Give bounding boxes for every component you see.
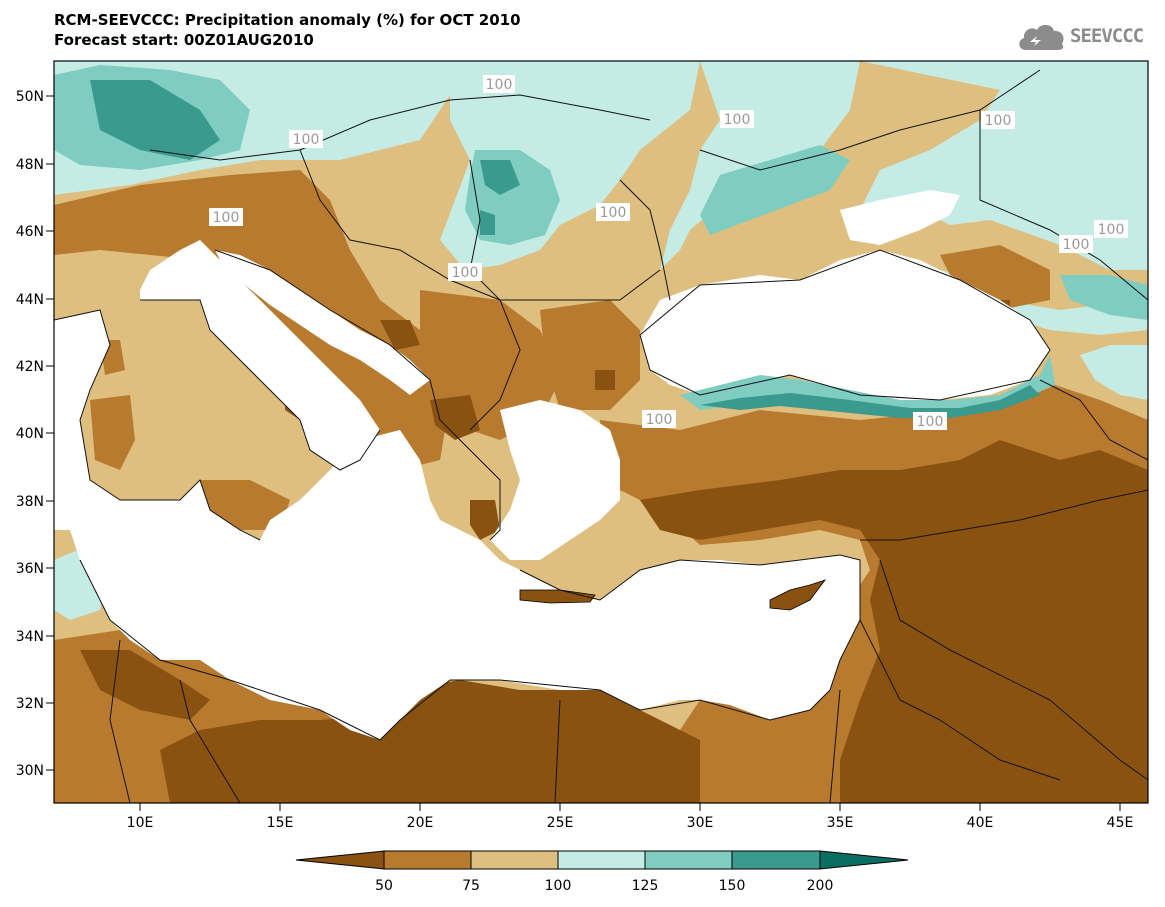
legend-swatch [819, 850, 909, 870]
contour-labels: 100 100 100 100 100 100 100 100 100 100 … [209, 75, 1128, 430]
map-frame [53, 60, 1149, 804]
field-sicily-dry [200, 480, 290, 530]
field-libya-verydry [160, 680, 700, 803]
legend-swatch [295, 850, 385, 870]
lon-axis: 10E 15E 20E 25E 30E 35E 40E 45E [127, 803, 1134, 831]
field-anatolia-verydry [640, 440, 1148, 803]
legend-swatch [557, 850, 646, 870]
lon-tick-label: 45E [1107, 815, 1134, 831]
border-turkey-syria [860, 489, 1148, 541]
field-tunisia-verydry [80, 650, 210, 720]
sea-tyrrhenian [140, 240, 380, 470]
lat-tick-label: 36N [16, 561, 44, 577]
contour-label: 100 [293, 132, 320, 148]
contour-label: 100 [646, 412, 673, 428]
field-east-wet [860, 61, 1148, 270]
chart-subtitle: Forecast start: 00Z01AUG2010 [54, 31, 314, 49]
field-caspian-wet [1080, 345, 1148, 400]
lat-tick-label: 42N [16, 359, 44, 375]
coast-west [54, 309, 261, 541]
contour-label: 100 [452, 265, 479, 281]
border-romania [619, 179, 671, 301]
border-caucasus [1039, 379, 1148, 461]
lat-tick-label: 32N [16, 696, 44, 712]
lon-tick-label: 15E [267, 815, 294, 831]
legend-label: 125 [632, 878, 659, 894]
field-crimea-125 [700, 145, 850, 235]
border-north [149, 94, 651, 161]
legend-swatch [644, 850, 733, 870]
field-slovakia-150 [480, 160, 520, 195]
legend-swatch [470, 850, 559, 870]
field-greece-verydry [470, 500, 500, 540]
border-balkan [469, 159, 521, 431]
lat-tick-label: 46N [16, 224, 44, 240]
legend-label: 50 [375, 878, 393, 894]
contour-label: 100 [724, 112, 751, 128]
contour-label: 100 [486, 77, 513, 93]
lat-tick-label: 48N [16, 157, 44, 173]
sea-mediterranean [54, 310, 860, 740]
border-jordan-saudi [859, 619, 1061, 781]
color-legend: 50 75 100 125 150 200 [295, 850, 909, 894]
coast-black-sea [639, 249, 1051, 401]
map-fields [54, 61, 1148, 803]
legend-swatch [731, 850, 821, 870]
sea-adriatic [215, 250, 430, 395]
contour-label: 100 [600, 205, 627, 221]
field-alps-150 [90, 80, 220, 160]
field-bosnia-verydry [380, 320, 420, 350]
coast-adriatic-east [214, 249, 501, 541]
legend-label: 200 [807, 878, 834, 894]
sea-aegean [490, 400, 620, 560]
field-sardinia-dry [90, 395, 135, 470]
border-syria-iraq [879, 559, 1148, 781]
lat-tick-label: 38N [16, 494, 44, 510]
border-tunisia [109, 639, 131, 803]
legend-label: 75 [462, 878, 480, 894]
coast-italy-west [140, 299, 381, 471]
field-georgia-125 [1060, 275, 1148, 320]
border-libya-egypt [554, 699, 561, 803]
contour-label: 100 [1063, 237, 1090, 253]
chart-title: RCM-SEEVCCC: Precipitation anomaly (%) f… [54, 11, 521, 29]
field-hungary-150 [480, 210, 495, 235]
lon-tick-label: 20E [407, 815, 434, 831]
map-borders [54, 69, 1148, 803]
contour-label: 100 [917, 414, 944, 430]
lat-tick-label: 44N [16, 292, 44, 308]
legend-label: 100 [545, 878, 572, 894]
contour-label: 100 [213, 210, 240, 226]
field-thrace-verydry [595, 370, 615, 390]
lon-tick-label: 25E [547, 815, 574, 831]
island-cyprus [769, 579, 827, 611]
border-libya-tunisia [179, 679, 241, 803]
field-albania-verydry [430, 395, 480, 440]
contour-label: 100 [1098, 222, 1125, 238]
legend-swatch [383, 850, 472, 870]
lat-axis: 50N 48N 46N 44N 42N 40N 38N 36N 34N 32N … [16, 89, 54, 779]
chart-header: RCM-SEEVCCC: Precipitation anomaly (%) f… [54, 10, 521, 50]
border-ukraine [699, 69, 1041, 171]
sea-azov [840, 190, 960, 245]
sea-black-sea [640, 250, 1050, 400]
contour-label: 100 [985, 113, 1012, 129]
field-blacksea-coast-150 [700, 385, 1040, 418]
lon-tick-label: 10E [127, 815, 154, 831]
lat-tick-label: 34N [16, 629, 44, 645]
lat-tick-label: 50N [16, 89, 44, 105]
cloud-icon [1019, 24, 1064, 50]
seevccc-logo: SEEVCCC [1016, 20, 1156, 56]
coast-south [79, 554, 861, 741]
lat-tick-label: 40N [16, 426, 44, 442]
lon-tick-label: 30E [687, 815, 714, 831]
lat-tick-label: 30N [16, 763, 44, 779]
lon-tick-label: 35E [827, 815, 854, 831]
border-russia [979, 110, 1148, 301]
border-egypt-israel [829, 689, 841, 803]
logo-text: SEEVCCC [1070, 25, 1144, 47]
legend-label: 150 [719, 878, 746, 894]
lon-tick-label: 40E [967, 815, 994, 831]
